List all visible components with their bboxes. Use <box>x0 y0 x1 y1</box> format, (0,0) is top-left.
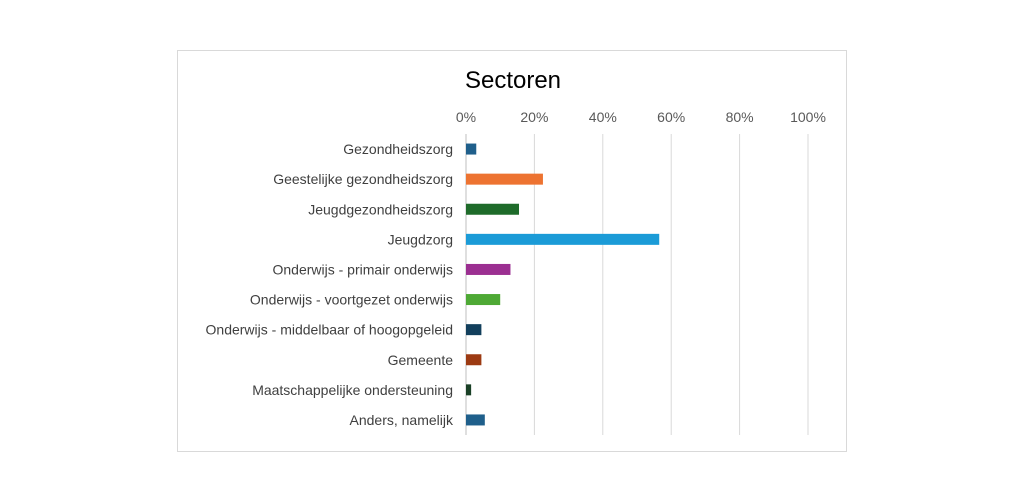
bar <box>466 203 520 215</box>
chart-frame: Sectoren 0% 20% 40% 60% 80% 100% Gezondheidsz… <box>177 50 847 452</box>
category-label: Jeugdgezondheidszorg <box>308 201 453 217</box>
bar <box>466 324 482 336</box>
category-label: Maatschappelijke ondersteuning <box>252 382 453 398</box>
x-tick-label: 20% <box>520 109 548 125</box>
bar <box>466 294 501 306</box>
bar <box>466 414 485 426</box>
x-tick-labels: 0% 20% 40% 60% 80% 100% <box>456 109 826 125</box>
category-label: Jeugdzorg <box>388 231 453 247</box>
bar <box>466 233 660 245</box>
category-label: Gemeente <box>388 352 454 368</box>
category-label: Onderwijs - primair onderwijs <box>273 261 454 277</box>
bar <box>466 263 511 275</box>
chart-title: Sectoren <box>465 67 561 94</box>
x-tick-label: 80% <box>726 109 754 125</box>
x-tick-label: 100% <box>790 109 826 125</box>
category-labels: Gezondheidszorg Geestelijke gezondheidszo… <box>206 141 454 428</box>
bar <box>466 354 482 366</box>
category-label: Onderwijs - middelbaar of hoogopgeleid <box>206 322 453 338</box>
bar <box>466 143 477 155</box>
bar <box>466 173 543 185</box>
x-tick-label: 0% <box>456 109 476 125</box>
category-label: Geestelijke gezondheidszorg <box>273 171 453 187</box>
category-label: Anders, namelijk <box>350 412 454 428</box>
bar-chart: Sectoren 0% 20% 40% 60% 80% 100% Gezondheidsz… <box>206 67 826 435</box>
x-tick-label: 40% <box>589 109 617 125</box>
category-label: Gezondheidszorg <box>343 141 453 157</box>
x-tick-label: 60% <box>657 109 685 125</box>
bars <box>466 143 660 426</box>
category-label: Onderwijs - voortgezet onderwijs <box>250 292 453 308</box>
bar <box>466 384 472 396</box>
